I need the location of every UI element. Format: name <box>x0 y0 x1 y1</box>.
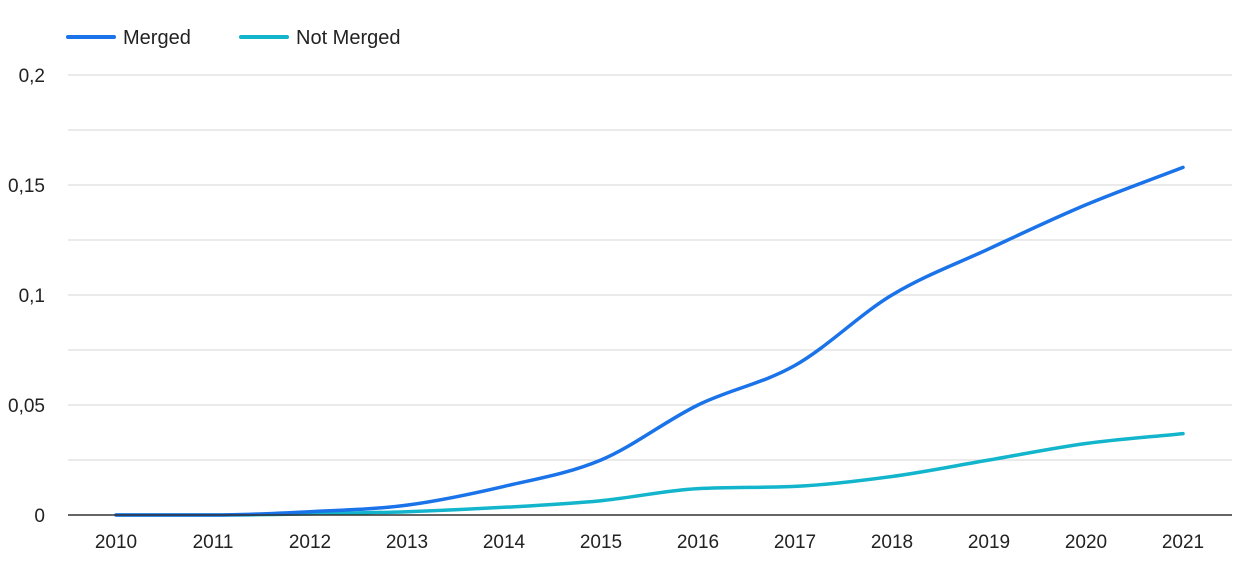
x-tick-label: 2019 <box>968 532 1010 553</box>
legend-item-not-merged[interactable]: Not Merged <box>239 27 401 49</box>
x-tick-label: 2012 <box>289 532 331 553</box>
x-tick-label: 2020 <box>1065 532 1107 553</box>
x-tick-label: 2015 <box>580 532 622 553</box>
x-tick-label: 2014 <box>483 532 526 553</box>
legend: Merged Not Merged <box>66 27 401 49</box>
y-tick-label: 0,1 <box>19 286 45 307</box>
series-lines <box>114 165 1185 517</box>
gridlines <box>68 74 1232 461</box>
x-tick-label: 2010 <box>95 532 137 553</box>
series-line-not-merged <box>114 431 1185 517</box>
x-tick-label: 2016 <box>677 532 719 553</box>
x-tick-label: 2021 <box>1162 532 1204 553</box>
x-tick-label: 2013 <box>386 532 428 553</box>
y-tick-label: 0,15 <box>8 176 45 197</box>
y-tick-label: 0 <box>34 506 45 527</box>
y-tick-label: 0,05 <box>8 396 45 417</box>
legend-label-merged: Merged <box>123 27 191 49</box>
legend-item-merged[interactable]: Merged <box>66 27 191 49</box>
x-tick-label: 2017 <box>774 532 816 553</box>
x-axis-tick-labels: 2010 2011 2012 2013 2014 2015 2016 2017 2018 2019… <box>95 532 1204 553</box>
series-line-merged <box>114 165 1185 517</box>
y-axis-tick-labels: 0 0,05 0,1 0,15 0,2 <box>8 66 45 527</box>
x-tick-label: 2018 <box>871 532 913 553</box>
legend-label-not-merged: Not Merged <box>296 27 401 49</box>
y-tick-label: 0,2 <box>19 66 45 87</box>
x-tick-label: 2011 <box>193 532 234 553</box>
